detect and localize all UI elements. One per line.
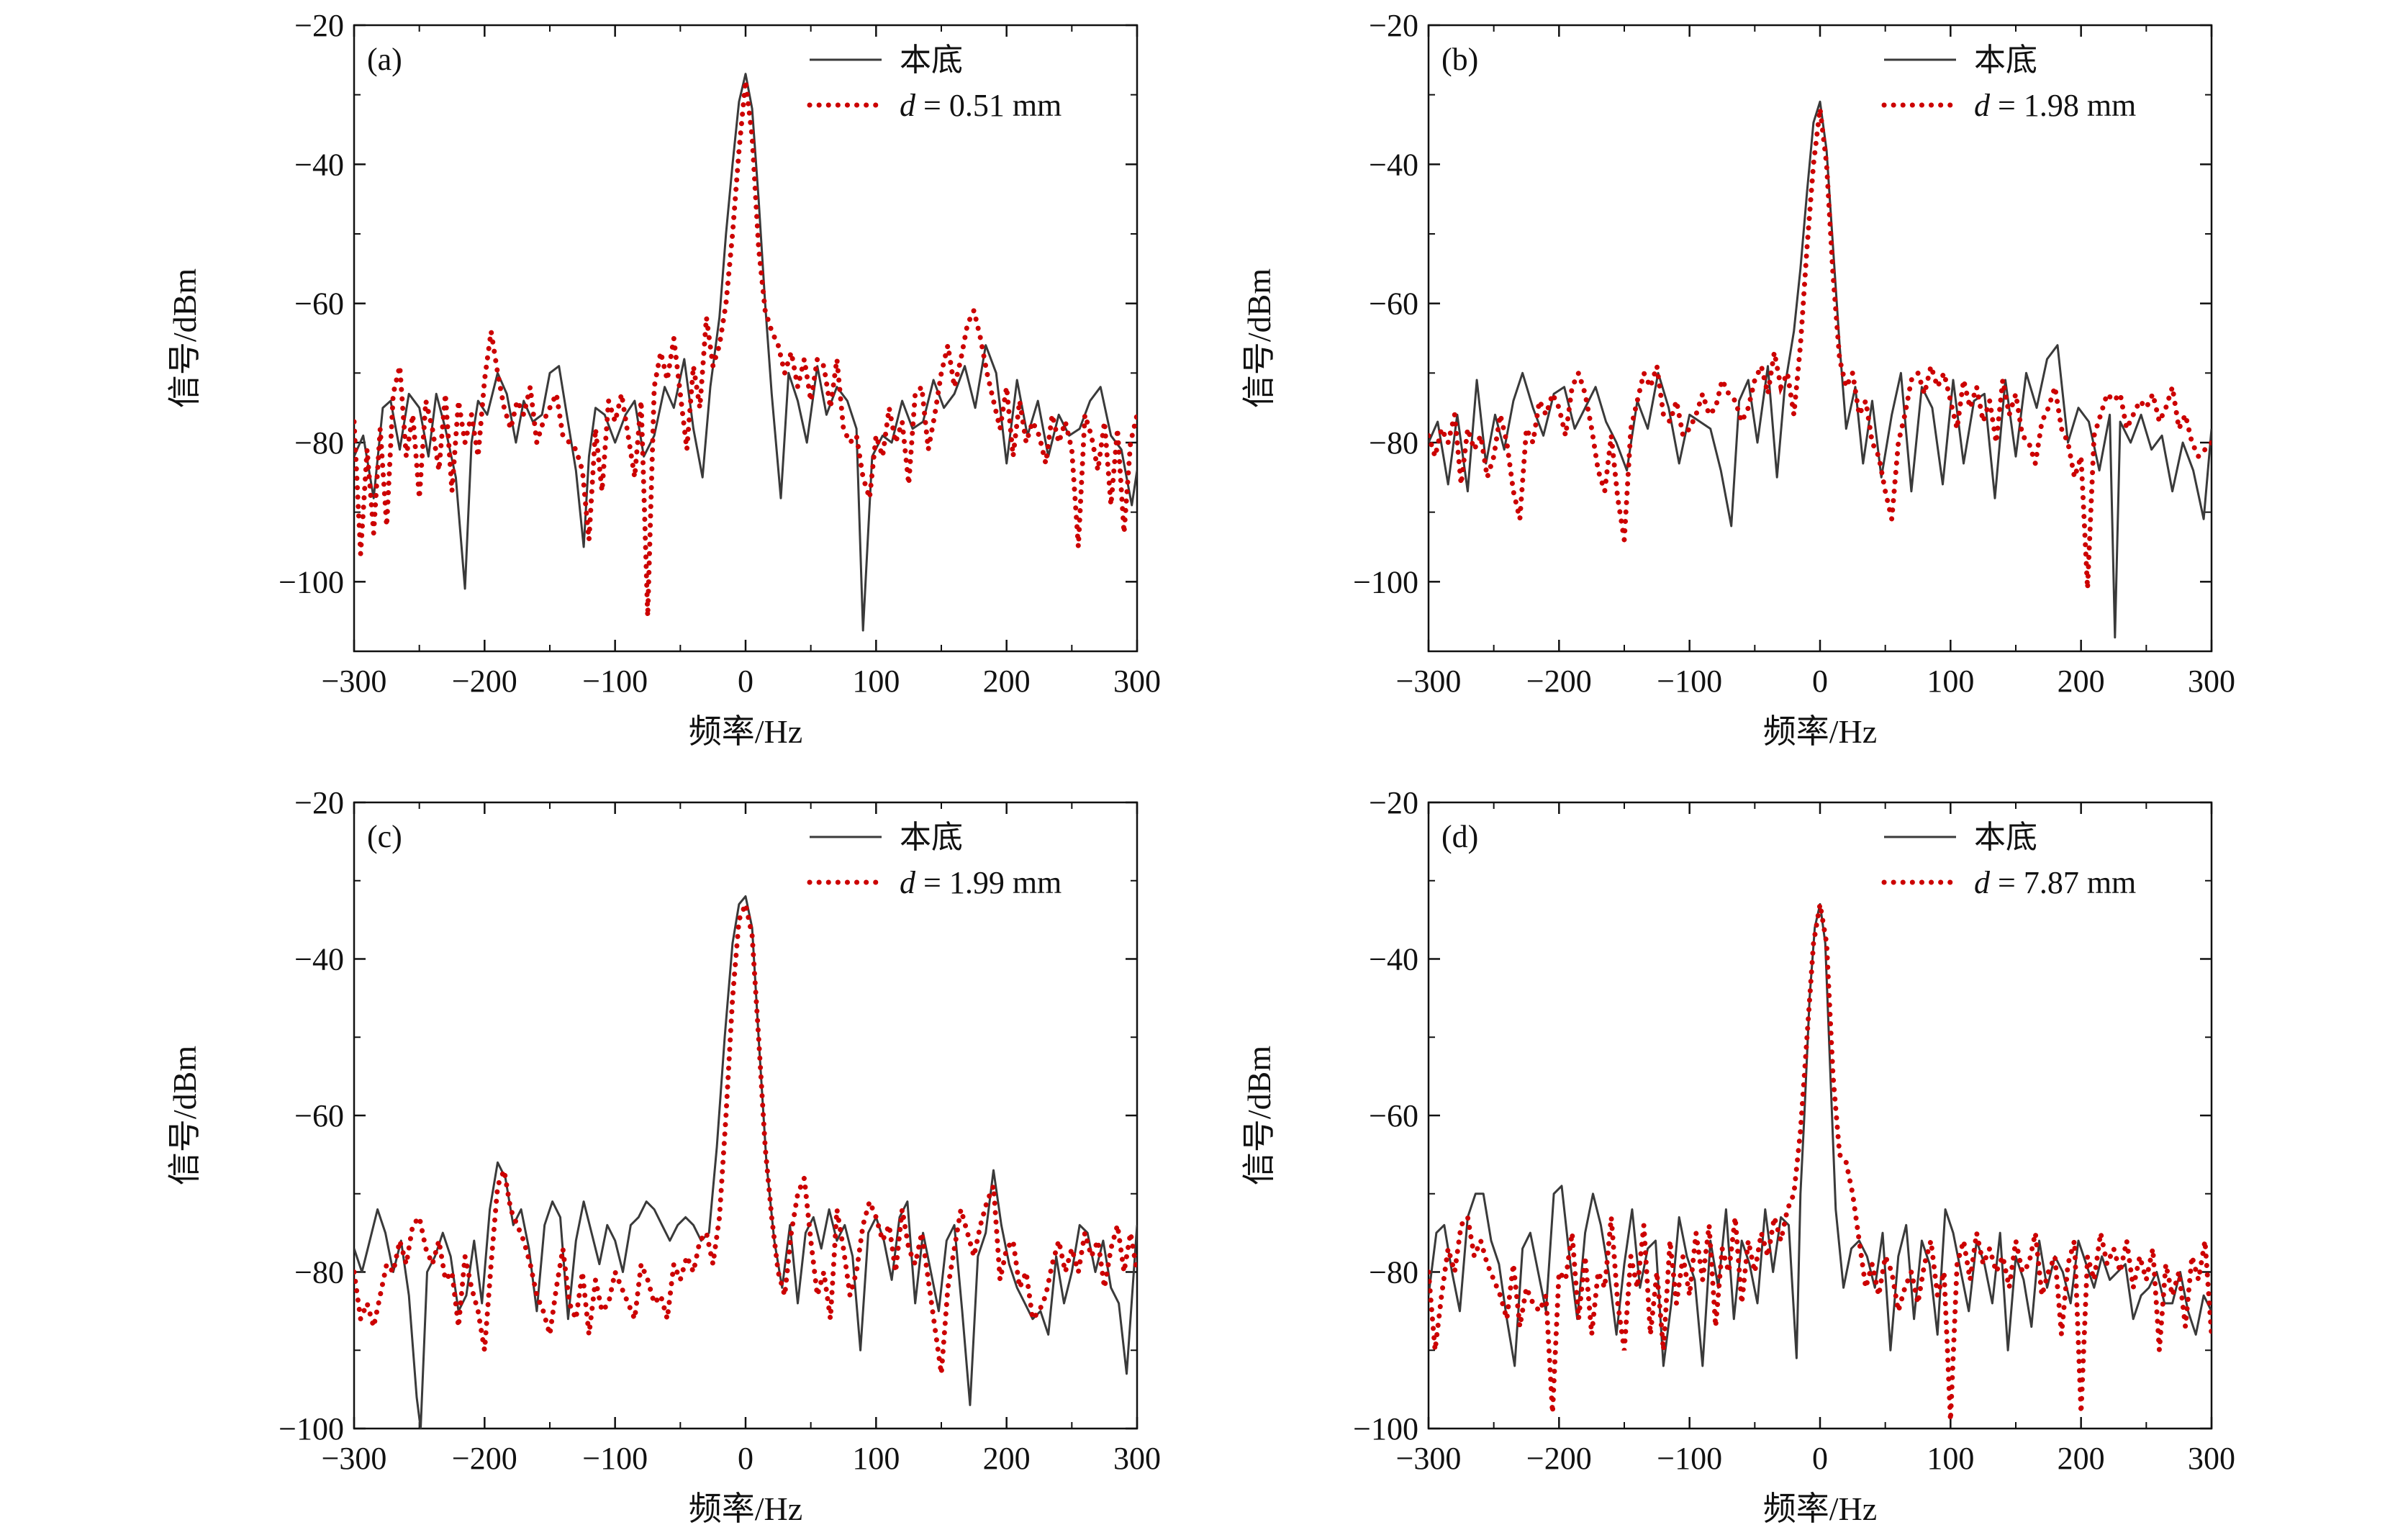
y-tick-label: −40 bbox=[1369, 147, 1418, 182]
y-tick-label: −40 bbox=[294, 147, 344, 182]
y-tick-label: −20 bbox=[1369, 785, 1418, 820]
chart-panel: −300 −200 −100 0 100 200 300 −20 −40 −60 −80 −100 频率… bbox=[166, 785, 1161, 1527]
y-tick-label: −40 bbox=[1369, 942, 1418, 977]
series-line-dotted bbox=[1429, 108, 2212, 589]
x-tick-label: −200 bbox=[1526, 664, 1592, 699]
x-tick-label: 0 bbox=[738, 1441, 753, 1476]
x-tick-label: 300 bbox=[1113, 1441, 1161, 1476]
x-tick-label: 100 bbox=[852, 664, 900, 699]
y-tick-label: −60 bbox=[1369, 286, 1418, 322]
y-tick-label: −100 bbox=[279, 564, 344, 599]
y-tick-label: −80 bbox=[1369, 425, 1418, 461]
legend-label: 本底 bbox=[900, 42, 963, 78]
x-tick-label: −100 bbox=[1657, 664, 1722, 699]
y-tick-label: −20 bbox=[294, 8, 344, 43]
series-line-dotted bbox=[1429, 903, 2212, 1421]
x-tick-label: 0 bbox=[1812, 664, 1828, 699]
x-tick-label: 100 bbox=[1927, 664, 1974, 699]
x-tick-label: 100 bbox=[1927, 1441, 1974, 1476]
series-line-solid bbox=[354, 895, 1137, 1429]
y-tick-label: −100 bbox=[1353, 564, 1418, 599]
panel-label: (d) bbox=[1441, 819, 1478, 854]
panel-label: (a) bbox=[367, 42, 402, 77]
x-axis-title: 频率/Hz bbox=[1763, 713, 1877, 750]
panel-label: (c) bbox=[367, 819, 402, 854]
x-tick-label: 0 bbox=[1812, 1441, 1828, 1476]
x-tick-label: 100 bbox=[852, 1441, 900, 1476]
legend-label: d = 1.98 mm bbox=[1974, 88, 2136, 123]
series-line-solid bbox=[354, 73, 1137, 632]
x-tick-label: −300 bbox=[322, 664, 387, 699]
chart-panel: −300 −200 −100 0 100 200 300 −20 −40 −60 −80 −100 频率… bbox=[1241, 8, 2235, 750]
x-tick-label: −300 bbox=[1396, 664, 1462, 699]
y-axis-title: 信号/dBm bbox=[166, 1046, 203, 1185]
x-tick-label: 200 bbox=[983, 1441, 1031, 1476]
chart-panel: −300 −200 −100 0 100 200 300 −20 −40 −60 −80 −100 频率… bbox=[166, 8, 1161, 750]
chart-panel: −300 −200 −100 0 100 200 300 −20 −40 −60 −80 −100 频率… bbox=[1241, 785, 2235, 1527]
y-axis-title: 信号/dBm bbox=[1241, 1046, 1277, 1185]
y-tick-label: −80 bbox=[294, 425, 344, 461]
series-line-solid bbox=[1429, 100, 2212, 639]
x-tick-label: −100 bbox=[1657, 1441, 1722, 1476]
x-tick-label: −200 bbox=[452, 664, 517, 699]
legend-label: d = 0.51 mm bbox=[900, 88, 1062, 123]
y-tick-label: −20 bbox=[1369, 8, 1418, 43]
x-axis-title: 频率/Hz bbox=[689, 713, 802, 750]
x-tick-label: −200 bbox=[452, 1441, 517, 1476]
y-tick-label: −100 bbox=[1353, 1411, 1418, 1447]
y-tick-label: −20 bbox=[294, 785, 344, 820]
y-axis-title: 信号/dBm bbox=[1241, 268, 1277, 408]
x-tick-label: 300 bbox=[2188, 664, 2235, 699]
x-tick-label: −300 bbox=[1396, 1441, 1462, 1476]
y-tick-label: −60 bbox=[294, 1098, 344, 1133]
y-tick-label: −60 bbox=[294, 286, 344, 322]
x-tick-label: 200 bbox=[983, 664, 1031, 699]
y-tick-label: −80 bbox=[1369, 1255, 1418, 1290]
y-tick-label: −80 bbox=[294, 1255, 344, 1290]
legend-label: d = 7.87 mm bbox=[1974, 865, 2136, 900]
x-axis-title: 频率/Hz bbox=[689, 1490, 802, 1527]
y-tick-label: −60 bbox=[1369, 1098, 1418, 1133]
y-tick-label: −40 bbox=[294, 942, 344, 977]
y-axis-title: 信号/dBm bbox=[166, 268, 203, 408]
x-tick-label: −300 bbox=[322, 1441, 387, 1476]
x-tick-label: 300 bbox=[1113, 664, 1161, 699]
legend-label: d = 1.99 mm bbox=[900, 865, 1062, 900]
x-axis-title: 频率/Hz bbox=[1763, 1490, 1877, 1527]
x-tick-label: −100 bbox=[582, 1441, 648, 1476]
x-tick-label: −100 bbox=[582, 664, 648, 699]
legend-label: 本底 bbox=[1974, 820, 2037, 855]
x-tick-label: 300 bbox=[2188, 1441, 2235, 1476]
series-line-dotted bbox=[354, 80, 1137, 617]
series-line-dotted bbox=[354, 895, 1137, 1375]
y-tick-label: −100 bbox=[279, 1411, 344, 1447]
x-tick-label: 200 bbox=[2058, 664, 2105, 699]
legend-label: 本底 bbox=[900, 820, 963, 855]
x-tick-label: 200 bbox=[2058, 1441, 2105, 1476]
legend-label: 本底 bbox=[1974, 42, 2037, 78]
x-tick-label: −200 bbox=[1526, 1441, 1592, 1476]
x-tick-label: 0 bbox=[738, 664, 753, 699]
panel-label: (b) bbox=[1441, 42, 1478, 77]
